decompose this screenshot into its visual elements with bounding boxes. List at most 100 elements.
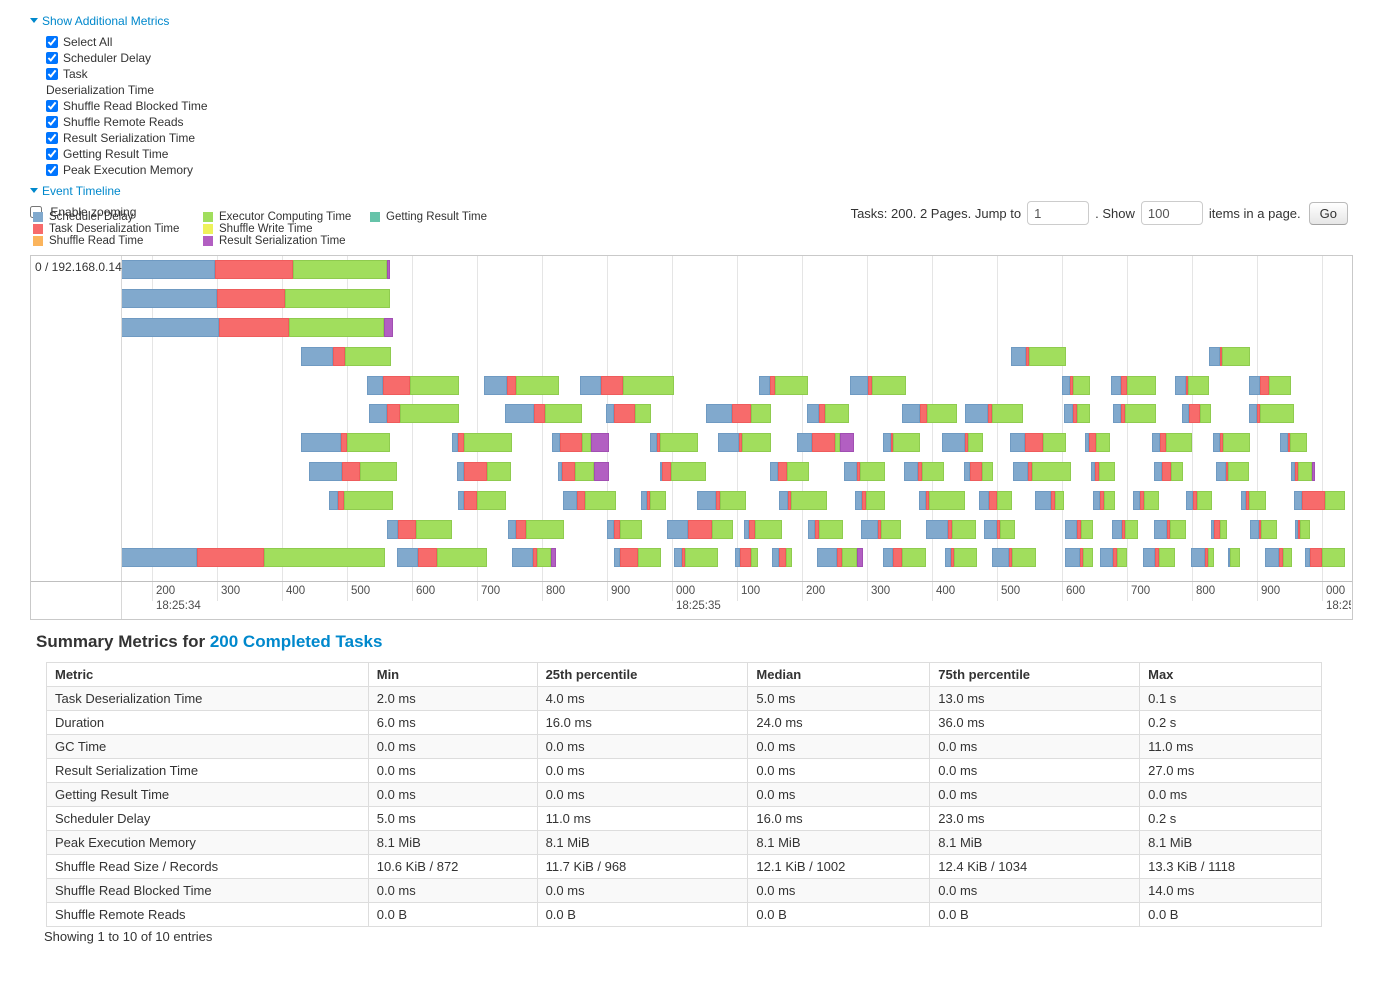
task-bar[interactable] bbox=[328, 491, 394, 510]
task-bar[interactable] bbox=[1227, 548, 1241, 567]
task-bar[interactable] bbox=[855, 491, 886, 510]
task-bar[interactable] bbox=[607, 520, 643, 539]
task-bar[interactable] bbox=[926, 520, 977, 539]
task-bar[interactable] bbox=[807, 404, 850, 423]
task-bar[interactable] bbox=[1154, 520, 1187, 539]
task-bar[interactable] bbox=[1249, 520, 1278, 539]
task-bar[interactable] bbox=[300, 433, 390, 452]
task-bar[interactable] bbox=[1084, 433, 1111, 452]
metric-checkbox[interactable] bbox=[46, 36, 58, 48]
metric-checkbox[interactable] bbox=[46, 148, 58, 160]
task-bar[interactable] bbox=[1212, 433, 1250, 452]
task-bar[interactable] bbox=[551, 433, 609, 452]
task-bar[interactable] bbox=[796, 433, 854, 452]
task-bar[interactable] bbox=[904, 462, 944, 481]
task-bar[interactable] bbox=[387, 520, 453, 539]
task-bar[interactable] bbox=[1210, 520, 1228, 539]
task-bar[interactable] bbox=[902, 404, 957, 423]
task-bar[interactable] bbox=[1151, 433, 1192, 452]
task-bar[interactable] bbox=[649, 433, 698, 452]
task-bar[interactable] bbox=[850, 376, 906, 395]
task-bar[interactable] bbox=[978, 491, 1012, 510]
task-bar[interactable] bbox=[122, 318, 394, 337]
task-bar[interactable] bbox=[1093, 491, 1116, 510]
task-bar[interactable] bbox=[309, 462, 398, 481]
task-bar[interactable] bbox=[484, 376, 559, 395]
metric-checkbox[interactable] bbox=[46, 52, 58, 64]
go-button[interactable]: Go bbox=[1308, 201, 1348, 225]
metric-checkbox[interactable] bbox=[46, 132, 58, 144]
task-bar[interactable] bbox=[1190, 548, 1215, 567]
task-bar[interactable] bbox=[1143, 548, 1176, 567]
task-bar[interactable] bbox=[1132, 491, 1159, 510]
task-bar[interactable] bbox=[122, 289, 390, 308]
task-bar[interactable] bbox=[640, 491, 667, 510]
task-bar[interactable] bbox=[883, 433, 921, 452]
task-bar[interactable] bbox=[1062, 376, 1090, 395]
task-bar[interactable] bbox=[1249, 376, 1291, 395]
task-bar[interactable] bbox=[508, 520, 565, 539]
task-bar[interactable] bbox=[456, 462, 511, 481]
task-bar[interactable] bbox=[1091, 462, 1116, 481]
jump-to-page-input[interactable] bbox=[1027, 201, 1090, 225]
task-bar[interactable] bbox=[1065, 520, 1094, 539]
task-bar[interactable] bbox=[512, 548, 557, 567]
task-bar[interactable] bbox=[770, 462, 810, 481]
task-bar[interactable] bbox=[1294, 520, 1311, 539]
task-bar[interactable] bbox=[735, 548, 758, 567]
task-bar[interactable] bbox=[1154, 462, 1183, 481]
task-bar[interactable] bbox=[1249, 404, 1295, 423]
task-bar[interactable] bbox=[579, 376, 674, 395]
task-bar[interactable] bbox=[1264, 548, 1293, 567]
task-bar[interactable] bbox=[1208, 347, 1250, 366]
task-bar[interactable] bbox=[122, 260, 390, 279]
task-bar[interactable] bbox=[861, 520, 901, 539]
task-bar[interactable] bbox=[605, 404, 652, 423]
task-bar[interactable] bbox=[807, 520, 843, 539]
task-bar[interactable] bbox=[1099, 548, 1127, 567]
task-bar[interactable] bbox=[779, 491, 827, 510]
completed-tasks-link[interactable]: 200 Completed Tasks bbox=[209, 632, 383, 651]
task-bar[interactable] bbox=[883, 548, 927, 567]
task-bar[interactable] bbox=[458, 491, 507, 510]
task-bar[interactable] bbox=[666, 520, 734, 539]
task-bar[interactable] bbox=[844, 462, 886, 481]
task-bar[interactable] bbox=[816, 548, 864, 567]
items-per-page-input[interactable] bbox=[1140, 201, 1203, 225]
task-bar[interactable] bbox=[1186, 491, 1213, 510]
task-bar[interactable] bbox=[452, 433, 513, 452]
task-bar[interactable] bbox=[963, 462, 994, 481]
task-bar[interactable] bbox=[122, 548, 385, 567]
task-bar[interactable] bbox=[1112, 520, 1139, 539]
task-bar[interactable] bbox=[991, 548, 1036, 567]
task-bar[interactable] bbox=[300, 347, 392, 366]
event-timeline-toggle[interactable]: Event Timeline bbox=[30, 184, 256, 198]
task-bar[interactable] bbox=[1065, 548, 1094, 567]
task-bar[interactable] bbox=[1011, 347, 1066, 366]
task-bar[interactable] bbox=[945, 548, 977, 567]
metric-checkbox[interactable] bbox=[46, 68, 58, 80]
task-bar[interactable] bbox=[744, 520, 782, 539]
task-bar[interactable] bbox=[718, 433, 771, 452]
task-bar[interactable] bbox=[1182, 404, 1211, 423]
task-bar[interactable] bbox=[696, 491, 747, 510]
show-additional-metrics-toggle[interactable]: Show Additional Metrics bbox=[30, 14, 169, 28]
task-bar[interactable] bbox=[1240, 491, 1267, 510]
task-bar[interactable] bbox=[1034, 491, 1064, 510]
task-bar[interactable] bbox=[1112, 404, 1157, 423]
task-bar[interactable] bbox=[660, 462, 706, 481]
task-bar[interactable] bbox=[1294, 491, 1345, 510]
task-bar[interactable] bbox=[919, 491, 966, 510]
task-bar[interactable] bbox=[558, 462, 609, 481]
task-bar[interactable] bbox=[1010, 433, 1066, 452]
task-bar[interactable] bbox=[562, 491, 617, 510]
task-bar[interactable] bbox=[1279, 433, 1308, 452]
task-bar[interactable] bbox=[504, 404, 583, 423]
task-bar[interactable] bbox=[1063, 404, 1090, 423]
task-bar[interactable] bbox=[369, 404, 459, 423]
task-bar[interactable] bbox=[772, 548, 793, 567]
task-bar[interactable] bbox=[367, 376, 459, 395]
task-bar[interactable] bbox=[1290, 462, 1315, 481]
task-bar[interactable] bbox=[1216, 462, 1250, 481]
task-bar[interactable] bbox=[1305, 548, 1345, 567]
